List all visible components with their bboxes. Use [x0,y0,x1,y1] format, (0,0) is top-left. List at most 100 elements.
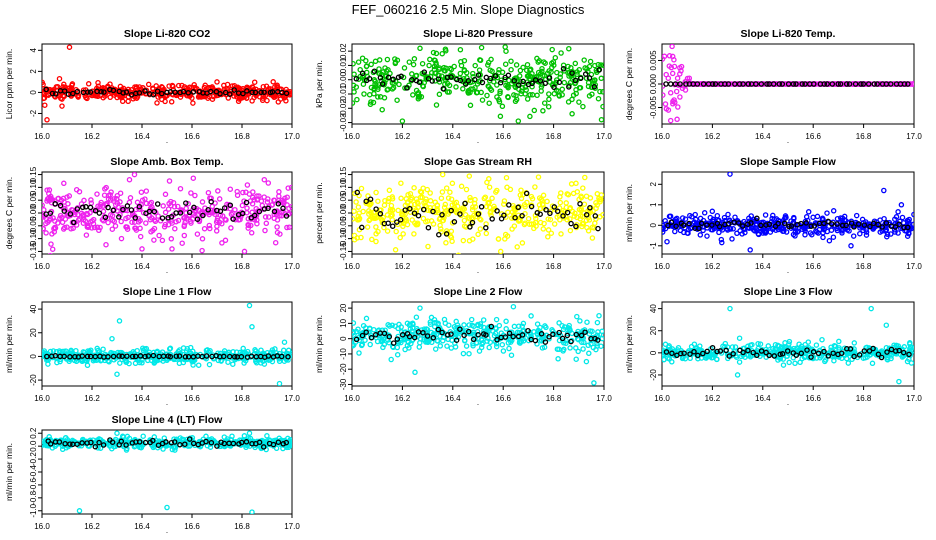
point-all [97,201,104,208]
point-2.5min [159,90,165,97]
point-all [368,61,374,68]
point-2.5min [896,221,902,227]
outlier-point [241,248,248,254]
point-all [863,232,870,238]
point-all [176,360,183,367]
point-all [221,348,228,354]
point-2.5min [808,354,814,360]
point-all [673,88,680,95]
outlier-point [154,100,160,106]
point-all [136,206,142,212]
point-2.5min [775,220,781,227]
point-all [92,356,98,362]
point-2.5min [269,89,276,95]
point-all [820,229,826,236]
point-all [859,216,866,223]
point-all [669,53,676,60]
point-all [422,198,429,205]
point-all [117,199,123,205]
panel-title: Slope Li-820 Pressure [423,28,533,40]
point-all [551,62,557,68]
point-2.5min [577,75,584,82]
x-tick-label: 16.0 [34,262,50,271]
point-2.5min [532,337,539,344]
point-all [195,362,202,368]
point-2.5min [799,81,805,87]
point-all [685,230,691,236]
x-tick-label: 16.6 [495,394,511,403]
point-2.5min [363,198,369,204]
point-all [112,223,119,229]
y-tick-label: 20 [339,303,348,312]
point-2.5min [183,200,189,206]
point-all [510,303,517,310]
point-2.5min [373,206,379,212]
point-2.5min [559,335,566,342]
point-all [461,338,468,344]
point-all [159,84,166,91]
point-all [588,341,594,347]
point-all [502,44,508,50]
point-all [831,343,838,349]
point-all [244,205,250,211]
point-all [50,348,57,354]
point-all [520,320,527,327]
point-2.5min [475,211,482,217]
point-all [88,200,95,206]
point-2.5min [390,76,396,83]
outlier-point [114,371,120,377]
point-all [88,197,94,203]
x-tick-label: 16.0 [344,394,360,403]
point-2.5min [194,216,201,222]
point-all [118,235,125,242]
point-all [213,228,220,234]
point-all [385,198,392,204]
point-all [539,65,545,72]
point-all [600,89,604,95]
point-all [166,346,173,352]
y-tick-label: -20 [339,363,348,375]
x-tick-label: 16.4 [445,132,461,141]
point-all [597,88,603,95]
point-all [809,231,815,238]
point-all [352,60,356,67]
point-2.5min [740,349,746,356]
point-2.5min [467,224,473,230]
point-2.5min [457,211,463,217]
point-all [409,217,415,223]
outlier-point [56,75,63,82]
point-all [105,196,112,202]
point-all [409,320,416,327]
point-all [230,361,236,367]
point-2.5min [731,219,737,225]
point-2.5min [874,81,880,87]
point-all [508,58,514,64]
point-all [881,215,887,222]
point-all [401,65,408,71]
point-all [585,228,592,234]
x-tick-label: 16.4 [134,132,150,141]
point-2.5min [779,351,786,357]
point-all [280,208,286,215]
point-all [734,230,740,237]
point-all [85,81,92,87]
point-2.5min [829,81,836,87]
outlier-point [457,46,464,53]
point-all [678,68,684,74]
point-all [486,176,492,182]
point-all [891,342,897,348]
point-2.5min [578,332,585,339]
point-all [117,190,124,196]
point-all [285,185,291,191]
point-all [540,108,546,114]
plot-frame [661,171,915,255]
point-all [589,235,596,241]
point-all [55,220,61,226]
point-all [569,111,575,117]
point-all [262,214,269,220]
point-2.5min [560,66,567,72]
point-all [95,93,101,100]
point-2.5min [74,206,81,212]
point-all [502,61,509,67]
point-2.5min [754,352,760,359]
